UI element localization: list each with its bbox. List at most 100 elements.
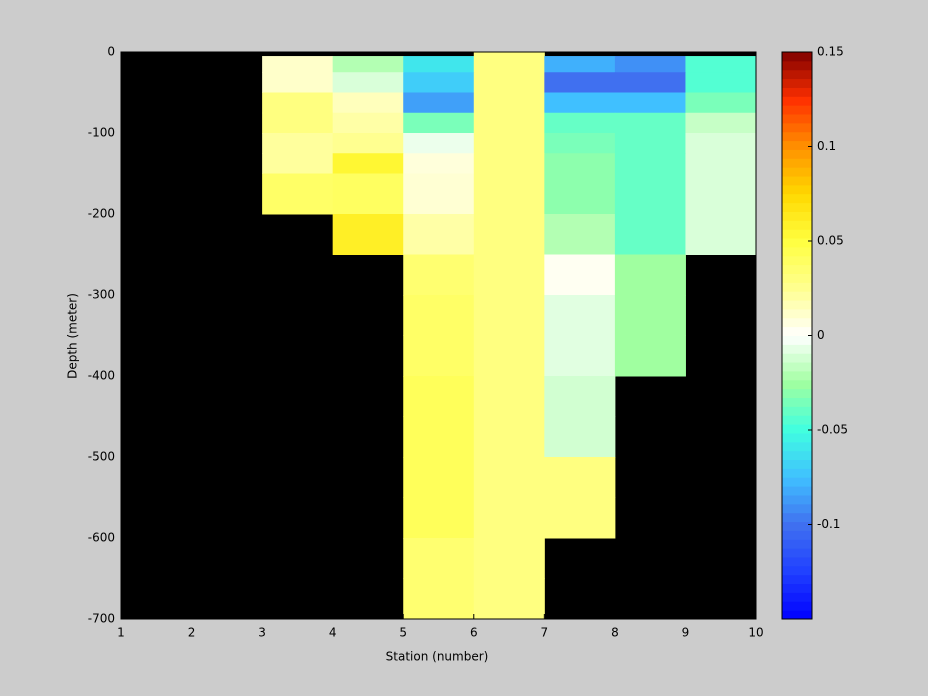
colorbar-segment bbox=[782, 140, 812, 150]
colorbar-segment bbox=[782, 308, 812, 319]
colorbar-segment bbox=[782, 548, 812, 558]
colorbar-segment bbox=[782, 450, 812, 461]
heatmap-cell bbox=[262, 153, 334, 174]
y-tick-label: -200 bbox=[88, 207, 115, 221]
colorbar-segment bbox=[782, 202, 812, 212]
colorbar-segment bbox=[782, 539, 812, 549]
heatmap-cell bbox=[262, 173, 334, 215]
heatmap-cell bbox=[685, 173, 757, 215]
heatmap-cell bbox=[332, 153, 404, 174]
heatmap-cell bbox=[614, 173, 686, 215]
x-tick-label: 4 bbox=[329, 626, 337, 640]
heatmap-cell bbox=[262, 56, 334, 73]
heatmap-cell bbox=[473, 133, 545, 154]
heatmap-cell bbox=[544, 457, 616, 498]
heatmap-cell bbox=[403, 72, 475, 93]
colorbar-segment bbox=[782, 300, 812, 310]
heatmap-cell bbox=[614, 72, 686, 93]
colorbar-segment bbox=[782, 158, 812, 168]
heatmap-cell bbox=[403, 295, 475, 336]
colorbar-segment bbox=[782, 379, 812, 390]
heatmap-cell bbox=[544, 56, 616, 73]
heatmap-cell bbox=[332, 56, 404, 73]
colorbar-segment bbox=[782, 574, 812, 585]
colorbar-segment bbox=[782, 601, 812, 611]
heatmap-cell bbox=[544, 416, 616, 458]
heatmap-cell bbox=[473, 173, 545, 215]
colorbar-segment bbox=[782, 370, 812, 381]
x-tick-label: 1 bbox=[117, 626, 125, 640]
colorbar-segment bbox=[782, 503, 812, 514]
heatmap-cell bbox=[403, 416, 475, 458]
colorbar-segment bbox=[782, 415, 812, 425]
heatmap-cell bbox=[262, 72, 334, 93]
colorbar-segment bbox=[782, 122, 812, 133]
colorbar-segment bbox=[782, 282, 812, 292]
heatmap-cell bbox=[473, 295, 545, 336]
colorbar-tick-label: 0.15 bbox=[817, 45, 844, 59]
heatmap-cell bbox=[544, 173, 616, 215]
heatmap-cell bbox=[332, 133, 404, 154]
x-tick-label: 3 bbox=[258, 626, 266, 640]
colorbar-segment bbox=[782, 220, 812, 230]
heatmap-cell bbox=[403, 497, 475, 539]
axes-frame bbox=[120, 51, 757, 620]
x-tick-label: 5 bbox=[399, 626, 407, 640]
colorbar-segment bbox=[782, 353, 812, 363]
heatmap-cell bbox=[614, 56, 686, 73]
heatmap-cell bbox=[544, 133, 616, 154]
heatmap-cell bbox=[473, 335, 545, 377]
y-tick-label: -300 bbox=[88, 288, 115, 302]
heatmap-cell bbox=[403, 254, 475, 296]
y-tick-label: -100 bbox=[88, 126, 115, 140]
x-tick-label: 7 bbox=[541, 626, 549, 640]
colorbar-segment bbox=[782, 87, 812, 97]
y-tick-label: 0 bbox=[107, 45, 115, 59]
heatmap-cell bbox=[403, 457, 475, 498]
heatmap-cell bbox=[544, 112, 616, 134]
colorbar-segment bbox=[782, 362, 812, 372]
colorbar-segment bbox=[782, 114, 812, 124]
heatmap-cell bbox=[614, 254, 686, 296]
colorbar-segment bbox=[782, 78, 812, 88]
heatmap-cell bbox=[332, 72, 404, 93]
colorbar-segment bbox=[782, 131, 812, 142]
heatmap-cell bbox=[403, 56, 475, 73]
heatmap-cell bbox=[262, 133, 334, 154]
colorbar-tick-label: 0.1 bbox=[817, 139, 836, 153]
colorbar-segment bbox=[782, 211, 812, 221]
colorbar-segment bbox=[782, 610, 812, 620]
colorbar-segment bbox=[782, 512, 812, 523]
colorbar-segment bbox=[782, 424, 812, 434]
colorbar-segment bbox=[782, 176, 812, 186]
heatmap-cell bbox=[403, 92, 475, 114]
heatmap-cell bbox=[473, 497, 545, 539]
colorbar-segment bbox=[782, 521, 812, 531]
heatmap-cell bbox=[473, 112, 545, 134]
heatmap-cell bbox=[614, 92, 686, 114]
colorbar-segment bbox=[782, 273, 812, 283]
heatmap-cell bbox=[685, 92, 757, 114]
heatmap-cell bbox=[614, 295, 686, 336]
colorbar-segment bbox=[782, 344, 812, 354]
heatmap-cell bbox=[685, 72, 757, 93]
heatmap-cell bbox=[473, 214, 545, 255]
colorbar-segment bbox=[782, 105, 812, 115]
heatmap-cell bbox=[403, 173, 475, 215]
colorbar-segment bbox=[782, 486, 812, 496]
heatmap-cell bbox=[403, 376, 475, 417]
heatmap-cell bbox=[473, 153, 545, 174]
heatmap-cell bbox=[544, 254, 616, 296]
colorbar-segment bbox=[782, 432, 812, 443]
heatmap-cell bbox=[544, 295, 616, 336]
heatmap-cell bbox=[262, 112, 334, 134]
x-tick-label: 10 bbox=[748, 626, 763, 640]
colorbar-segment bbox=[782, 556, 812, 567]
colorbar-segment bbox=[782, 468, 812, 478]
colorbar-segment bbox=[782, 583, 812, 593]
colorbar-tick-label: -0.1 bbox=[817, 517, 840, 531]
heatmap-cell bbox=[544, 214, 616, 255]
heatmap-cell bbox=[403, 153, 475, 174]
heatmap-cell bbox=[332, 173, 404, 215]
